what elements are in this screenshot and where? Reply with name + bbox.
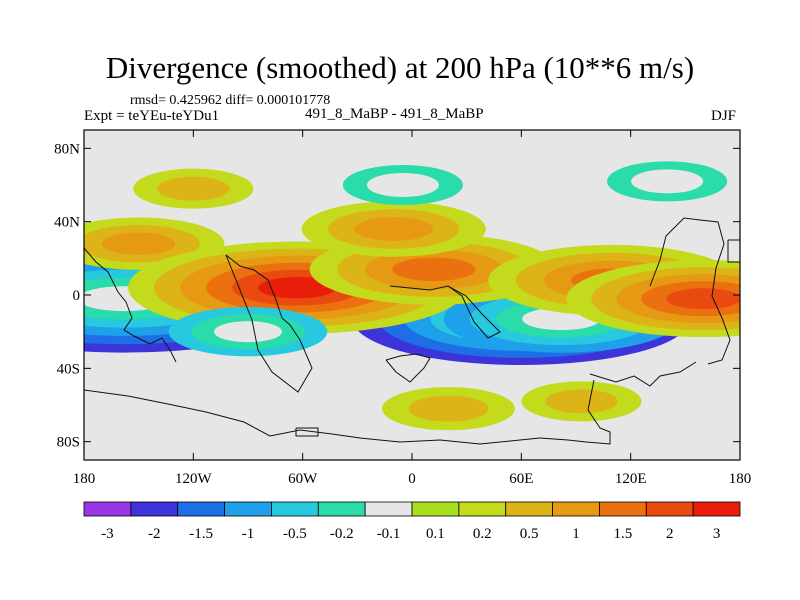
colorbar-swatch [599, 501, 647, 517]
coastlines [84, 217, 740, 445]
lon-tick-label: 60W [288, 471, 318, 487]
contour-band [101, 232, 176, 255]
contour-feature [566, 260, 740, 338]
coastline-south-america [225, 254, 313, 393]
contour-band [366, 172, 439, 198]
colorbar-swatch [505, 501, 553, 517]
colorbar-label: 0.5 [520, 526, 539, 542]
colorbar-swatch [458, 501, 507, 517]
lon-tick-label: 0 [408, 471, 416, 487]
latitude-ticks: 80N 40N 0 40S 80S [54, 141, 740, 451]
colorbar-label: -3 [101, 526, 114, 542]
case-label: 491_8_MaBP - 491_8_MaBP [305, 106, 484, 122]
coastline-antarctica [84, 389, 541, 445]
colorbar-label: 1 [572, 526, 580, 542]
lon-tick-label: 180 [73, 471, 96, 487]
contour-band [392, 257, 476, 282]
colorbar-label: 0.2 [473, 526, 492, 542]
contour-feature [301, 201, 486, 257]
colorbar-swatch [552, 501, 600, 517]
coastline-west-pacific [84, 247, 177, 363]
coastline-box-small [295, 427, 319, 437]
contour-feature [133, 168, 254, 209]
contour-band [214, 321, 282, 343]
coastline-africa-south [385, 353, 431, 383]
colorbar-label: 3 [713, 526, 721, 542]
colorbar-label: 1.5 [613, 526, 632, 542]
colorbar-label: -0.2 [330, 526, 354, 542]
contour-band [258, 277, 337, 299]
lat-tick-label: 40N [54, 215, 80, 231]
contour-band [157, 176, 230, 201]
colorbar-label: 0.1 [426, 526, 445, 542]
contour-feature [342, 164, 463, 206]
lon-tick-label: 60E [509, 471, 533, 487]
experiment-label: Expt = teYEu-teYDu1 [84, 108, 220, 124]
contour-shading [84, 161, 740, 431]
contour-feature [381, 387, 515, 431]
colorbar-label: -1 [242, 526, 255, 542]
map-panel: 80N 40N 0 40S 80S 180 120W 60W 0 60E 120E 180 [54, 129, 752, 487]
plot-title: Divergence (smoothed) at 200 hPa (10**6 … [105, 50, 695, 85]
colorbar-label: -0.5 [283, 526, 307, 542]
coastline-east [727, 239, 740, 263]
contour-band [354, 217, 434, 241]
coastline-australia [539, 379, 611, 445]
coastline-maritime [649, 217, 731, 365]
contour-band [408, 395, 489, 422]
lat-tick-label: 80N [54, 141, 80, 157]
contour-band [545, 389, 618, 414]
colorbar-swatch [364, 501, 413, 517]
colorbar-swatch [645, 501, 694, 517]
longitude-ticks: 180 120W 60W 0 60E 120E 180 [73, 130, 752, 487]
coastline-indian [589, 361, 697, 387]
colorbar-label: -1.5 [189, 526, 213, 542]
lon-tick-label: 120E [615, 471, 647, 487]
contour-feature [168, 307, 328, 357]
lon-tick-label: 120W [175, 471, 213, 487]
coastline-africa [389, 285, 501, 339]
colorbar-swatch [692, 501, 741, 517]
colorbar-swatch [224, 501, 272, 517]
colorbar-swatch [130, 501, 179, 517]
colorbar-label: -0.1 [377, 526, 401, 542]
colorbar-swatch [411, 501, 460, 517]
colorbar-label: 2 [666, 526, 674, 542]
rmsd-diff-label: rmsd= 0.425962 diff= 0.000101778 [130, 93, 331, 108]
contour-band [666, 288, 740, 310]
contour-band [631, 169, 704, 194]
season-label: DJF [711, 108, 737, 124]
lat-tick-label: 40S [57, 361, 80, 377]
contour-feature [521, 381, 642, 422]
colorbar-swatch [271, 501, 319, 517]
colorbar-swatch [177, 501, 225, 517]
lat-tick-label: 0 [73, 288, 81, 304]
colorbar: -3 -2 -1.5 -1 -0.5 -0.2 -0.1 0.1 0.2 0.5 1 1.5 2 3 [83, 501, 741, 542]
colorbar-swatch [317, 501, 366, 517]
lon-tick-label: 180 [729, 471, 752, 487]
colorbar-swatch [83, 501, 132, 517]
contour-feature [607, 161, 728, 202]
lat-tick-label: 80S [57, 435, 80, 451]
colorbar-label: -2 [148, 526, 161, 542]
